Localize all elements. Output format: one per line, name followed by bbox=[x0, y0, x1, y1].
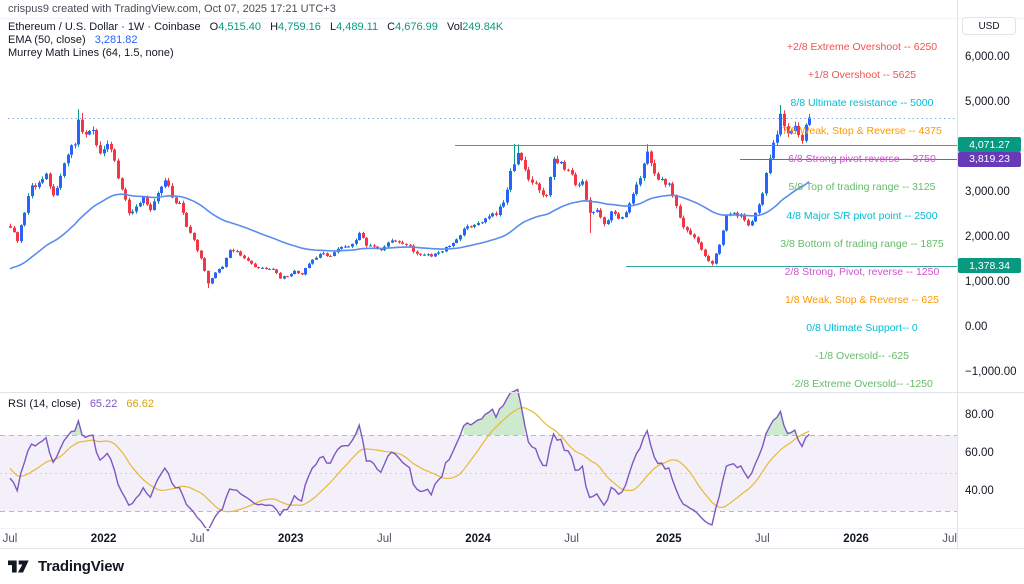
open-value: 4,515.40 bbox=[218, 21, 262, 33]
time-axis-tick: Jul bbox=[564, 533, 579, 545]
time-axis-tick: 2025 bbox=[656, 533, 682, 545]
volume-value: 249.84K bbox=[462, 21, 504, 33]
price-axis-tick: 0.00 bbox=[965, 321, 988, 333]
open-label: O bbox=[209, 21, 219, 33]
rsi-label: RSI (14, close) bbox=[8, 398, 81, 410]
murrey-legend-row[interactable]: Murrey Math Lines (64, 1.5, none) bbox=[8, 47, 503, 60]
rsi-axis-tick: 40.00 bbox=[965, 485, 994, 497]
tradingview-logo[interactable]: TradingView bbox=[8, 558, 124, 575]
attribution-text: crispus9 created with TradingView.com, O… bbox=[8, 3, 336, 15]
price-axis-tick: 2,000.00 bbox=[965, 231, 1010, 243]
rsi-value: 65.22 bbox=[89, 398, 118, 410]
rsi-pane-bottom-divider bbox=[0, 528, 1024, 529]
symbol-legend-row[interactable]: Ethereum / U.S. Dollar · 1W · Coinbase O… bbox=[8, 21, 503, 34]
price-axis-tick: 5,000.00 bbox=[965, 96, 1010, 108]
time-axis-tick: 2026 bbox=[843, 533, 869, 545]
price-axis-tick: 6,000.00 bbox=[965, 51, 1010, 63]
time-axis-tick: Jul bbox=[377, 533, 392, 545]
tradingview-logo-icon bbox=[8, 560, 29, 573]
time-axis-tick: 2024 bbox=[465, 533, 491, 545]
close-value: 4,676.99 bbox=[395, 21, 438, 33]
price-axis-tick: 3,000.00 bbox=[965, 186, 1010, 198]
price-and-rsi-chart-canvas[interactable] bbox=[0, 0, 957, 548]
low-value: 4,489.11 bbox=[336, 21, 379, 33]
low-label: L bbox=[329, 21, 337, 33]
price-axis-tick: −1,000.00 bbox=[965, 366, 1017, 378]
close-label: C bbox=[387, 21, 396, 33]
currency-toggle-button[interactable]: USD bbox=[962, 17, 1016, 35]
price-line-tag: 3,819.23 bbox=[958, 151, 1021, 167]
time-axis-tick: Jul bbox=[942, 533, 957, 545]
header-divider bbox=[0, 18, 1024, 19]
rsi-ma-value: 66.62 bbox=[126, 398, 154, 410]
rsi-legend-row[interactable]: RSI (14, close) 65.22 66.62 bbox=[8, 398, 154, 410]
time-axis-tick: Jul bbox=[755, 533, 770, 545]
ema-legend-row[interactable]: EMA (50, close) 3,281.82 bbox=[8, 34, 503, 47]
rsi-axis-tick: 60.00 bbox=[965, 447, 994, 459]
rsi-axis-tick: 80.00 bbox=[965, 409, 994, 421]
time-axis-tick: 2023 bbox=[278, 533, 304, 545]
high-label: H bbox=[270, 21, 279, 33]
symbol-title: Ethereum / U.S. Dollar · 1W · Coinbase bbox=[8, 21, 201, 33]
ema-value: 3,281.82 bbox=[94, 34, 138, 46]
time-axis-tick: 2022 bbox=[90, 533, 117, 545]
time-axis-tick: Jul bbox=[2, 533, 18, 545]
time-axis-tick: Jul bbox=[189, 533, 205, 545]
pane-separator[interactable] bbox=[0, 392, 1024, 393]
price-line-tag: 4,071.27 bbox=[958, 137, 1021, 153]
high-value: 4,759.16 bbox=[278, 21, 321, 33]
volume-label: Vol bbox=[446, 21, 463, 33]
murrey-label: Murrey Math Lines (64, 1.5, none) bbox=[8, 47, 174, 59]
price-axis-tick: 1,000.00 bbox=[965, 276, 1010, 288]
price-line-tag: 1,378.34 bbox=[958, 258, 1021, 274]
ema-label: EMA (50, close) bbox=[8, 34, 86, 46]
price-axis-divider bbox=[957, 0, 958, 548]
tradingview-brand-text: TradingView bbox=[38, 558, 124, 575]
chart-legend: Ethereum / U.S. Dollar · 1W · Coinbase O… bbox=[8, 21, 503, 60]
time-axis-divider bbox=[0, 548, 1024, 549]
